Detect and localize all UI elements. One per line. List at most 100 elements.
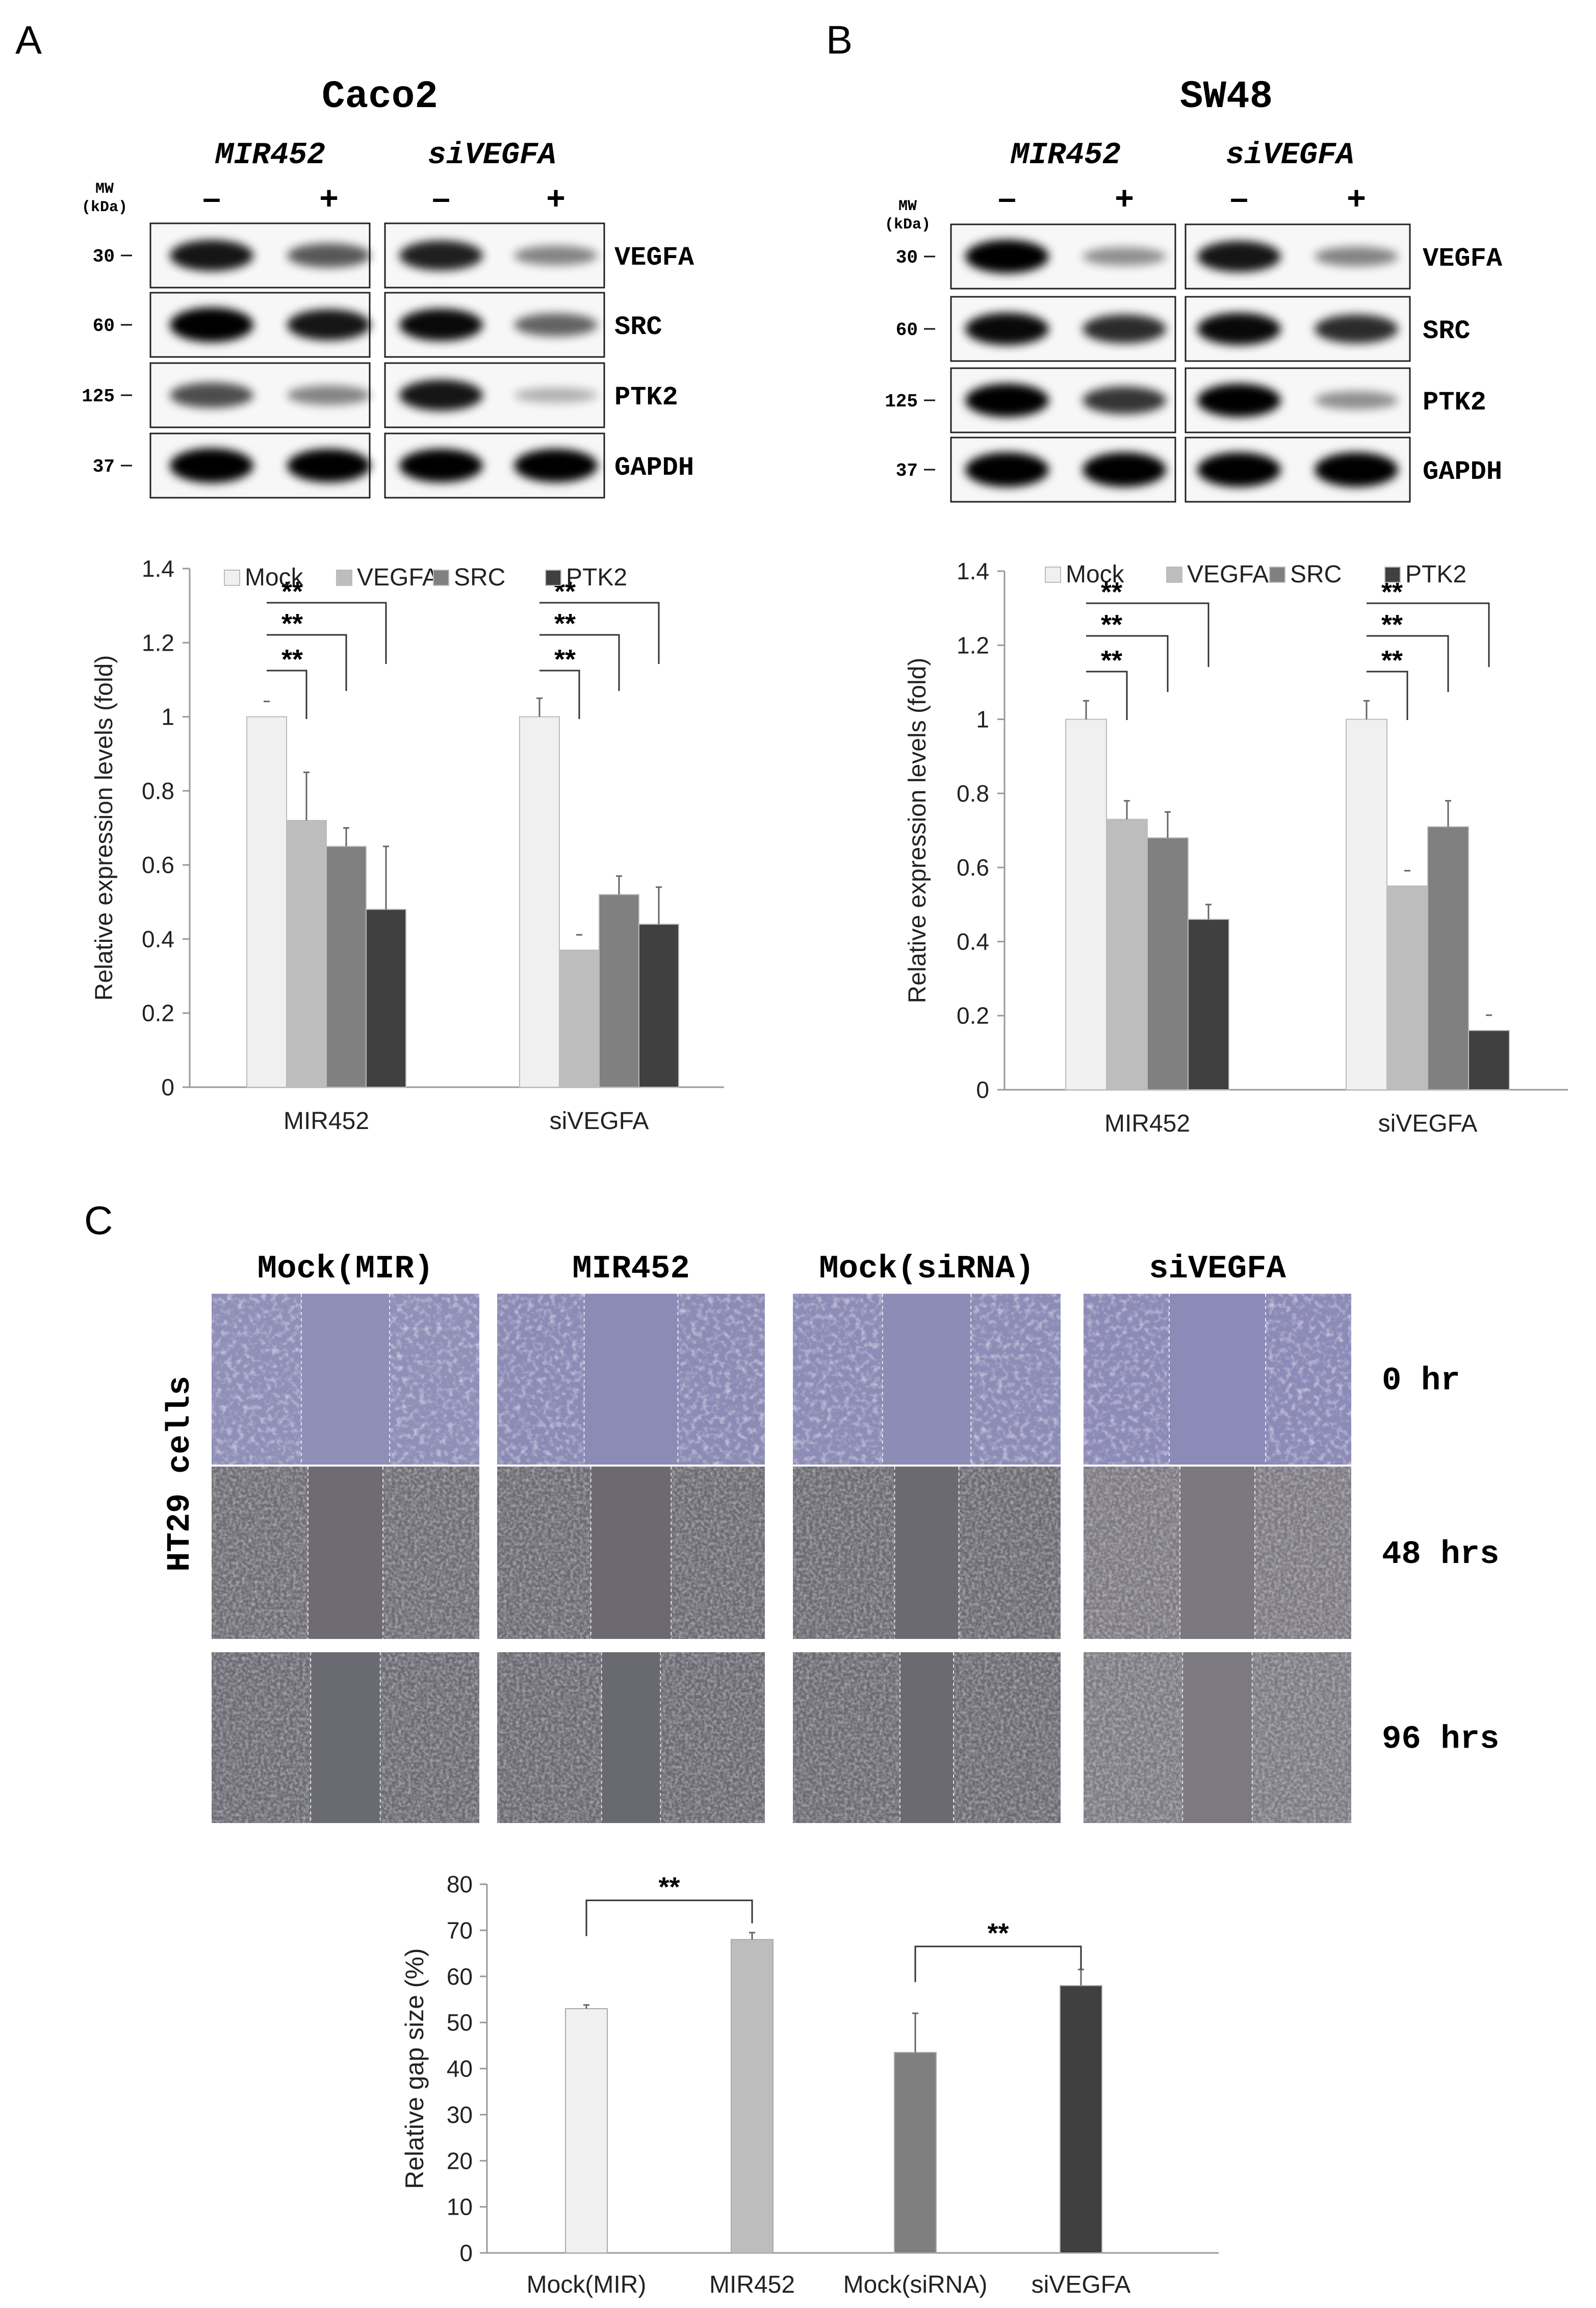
bar [1427, 826, 1469, 1090]
significance-label: ** [1381, 645, 1403, 676]
blot-band [1315, 391, 1398, 410]
cell-layer [793, 1467, 895, 1639]
blot-band [1197, 452, 1281, 488]
cell-layer [1084, 1652, 1183, 1823]
significance-bracket [1086, 635, 1169, 692]
condition-label: Mock(MIR) [258, 1251, 434, 1288]
blot-band [514, 245, 598, 266]
significance-bracket [1367, 602, 1490, 667]
x-tick-label: siVEGFA [1032, 2271, 1131, 2298]
y-tick-label: 0 [976, 1076, 989, 1103]
panel-letter-b: B [826, 17, 853, 62]
group-label: MIR452 [1010, 138, 1121, 173]
mw-unit-label: (kDa) [885, 216, 931, 234]
bar [1065, 719, 1107, 1090]
significance-bracket [1367, 671, 1408, 720]
condition-label: siVEGFA [1149, 1251, 1286, 1288]
bar [1468, 1030, 1510, 1091]
blot-band [1083, 247, 1166, 266]
legend-swatch [1384, 567, 1401, 583]
protein-label: VEGFA [1423, 244, 1503, 274]
blot-band [287, 385, 371, 405]
y-tick-label: 1.4 [142, 555, 174, 582]
protein-label: SRC [1423, 316, 1471, 346]
mw-label: MW [95, 181, 114, 198]
y-axis-label: Relative expression levels (fold) [91, 655, 118, 1001]
blot-band [399, 449, 483, 482]
treatment-sign: – [1230, 179, 1248, 216]
significance-label: ** [658, 1872, 680, 1903]
protein-label: VEGFA [614, 243, 694, 273]
bar [1188, 918, 1229, 1091]
mw-marker: 60 [93, 316, 115, 337]
y-tick-label: 0.4 [142, 926, 174, 952]
bar [1060, 1985, 1102, 2253]
significance-label: ** [1381, 609, 1403, 640]
blot-band [965, 313, 1049, 345]
blot-band [1197, 313, 1281, 345]
blot-band [1197, 383, 1281, 417]
significance-bracket [1367, 635, 1449, 692]
cell-layer [383, 1467, 479, 1639]
y-tick-label: 0 [459, 2240, 473, 2266]
significance-label: ** [554, 644, 576, 675]
y-tick-label: 0.2 [142, 1000, 174, 1027]
group-label: siVEGFA [1226, 138, 1354, 173]
treatment-sign: – [432, 179, 450, 216]
legend-swatch [433, 570, 449, 586]
cell-layer [678, 1294, 765, 1465]
y-axis-label: Relative expression levels (fold) [904, 658, 931, 1004]
cell-layer [212, 1652, 311, 1823]
x-tick-label: MIR452 [1104, 1110, 1190, 1137]
y-tick-label: 80 [447, 1871, 473, 1897]
blot-band [1315, 452, 1398, 488]
y-tick-label: 0.4 [957, 928, 989, 955]
bar [1147, 837, 1189, 1090]
x-tick-label: Mock(siRNA) [843, 2271, 988, 2298]
western-blot-a: Caco2 MIR452 siVEGFA – + – + MW(kDa) 30 VEGFA 60 SR… [82, 75, 694, 499]
cell-layer [1266, 1294, 1351, 1465]
legend-label: PTK2 [566, 564, 627, 591]
blot-band [965, 383, 1049, 417]
significance-label: ** [987, 1918, 1009, 1948]
significance-bracket [267, 670, 307, 719]
y-tick-label: 1.2 [142, 629, 174, 656]
blot-band [399, 379, 483, 411]
y-tick-label: 1.2 [957, 632, 989, 658]
cell-layer [954, 1652, 1061, 1823]
cell-layer [1084, 1294, 1169, 1465]
protein-label: GAPDH [614, 453, 694, 483]
blot-band [514, 388, 598, 403]
bar [1386, 885, 1428, 1090]
treatment-sign: – [202, 179, 221, 216]
mw-marker: 125 [82, 386, 115, 407]
legend-label: VEGFA [1187, 561, 1269, 588]
mw-marker: 37 [93, 456, 115, 477]
bar [565, 2008, 608, 2253]
x-tick-label: MIR452 [284, 1108, 369, 1135]
cell-layer [959, 1467, 1061, 1639]
legend-swatch [1269, 567, 1285, 583]
treatment-sign: – [998, 179, 1016, 216]
bar [366, 909, 406, 1088]
legend-label: SRC [1290, 561, 1342, 588]
bar [559, 950, 600, 1088]
cell-layer [793, 1652, 900, 1823]
mw-marker: 37 [896, 460, 918, 481]
cell-layer [671, 1467, 765, 1639]
cell-layer [212, 1467, 308, 1639]
legend-label: Mock [1066, 561, 1125, 588]
y-tick-label: 50 [447, 2009, 473, 2036]
panel-letter-a: A [15, 17, 42, 62]
condition-label: Mock(siRNA) [819, 1251, 1034, 1288]
cell-line-title: Caco2 [322, 75, 438, 119]
y-tick-label: 10 [447, 2194, 473, 2220]
row-axis-label: HT29 cells [162, 1376, 199, 1572]
significance-bracket [914, 1945, 1082, 1983]
legend-label: VEGFA [357, 564, 439, 591]
y-tick-label: 0.8 [957, 780, 989, 807]
y-tick-label: 1.4 [957, 558, 989, 584]
significance-label: ** [554, 608, 576, 639]
cell-layer [497, 1467, 591, 1639]
